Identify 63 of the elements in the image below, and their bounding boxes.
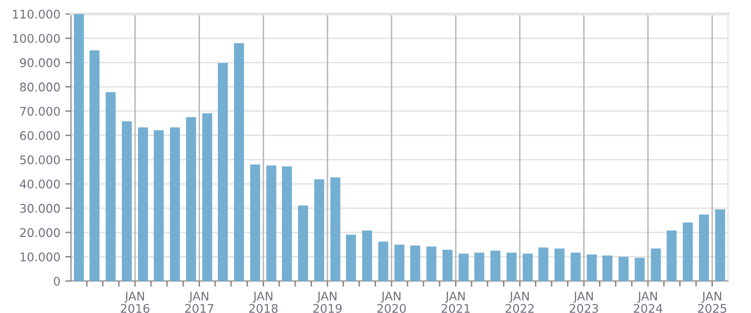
bar — [106, 92, 116, 281]
bar — [698, 214, 709, 281]
bar — [74, 14, 84, 281]
bar — [154, 130, 164, 281]
bar — [490, 250, 500, 281]
bar — [122, 121, 132, 281]
bar — [650, 248, 661, 281]
bar — [378, 242, 388, 281]
bar — [202, 113, 212, 281]
bar — [410, 246, 420, 281]
bar — [618, 256, 629, 281]
bar — [634, 258, 645, 281]
bar — [586, 254, 597, 281]
bar — [346, 234, 356, 281]
bar — [506, 252, 517, 281]
x-tick-label: JAN 2023 — [570, 292, 598, 313]
bar — [314, 179, 324, 281]
bar — [474, 252, 484, 281]
bar — [362, 230, 372, 281]
y-tick-label: 60.000 — [20, 131, 60, 140]
x-tick-label: JAN 2022 — [506, 292, 534, 313]
y-tick-label: 70.000 — [20, 106, 60, 116]
x-tick-label: JAN 2019 — [313, 292, 342, 313]
bar — [170, 127, 180, 281]
bar — [715, 209, 726, 281]
bar — [282, 166, 292, 281]
bar — [394, 244, 404, 281]
bar — [602, 256, 612, 281]
y-tick-label: 80.000 — [20, 82, 60, 92]
y-tick-label: 0 — [54, 276, 60, 286]
bar — [298, 206, 308, 281]
bar — [218, 63, 228, 281]
x-tick-label: JAN 2025 — [698, 292, 726, 313]
x-tick-label: JAN 2021 — [442, 292, 470, 313]
y-tick-label: 110.000 — [13, 10, 60, 19]
bar — [138, 127, 148, 281]
bar — [330, 177, 340, 281]
bar — [458, 254, 469, 281]
y-tick-label: 100.000 — [13, 34, 60, 43]
x-tick-label: JAN 2018 — [249, 292, 278, 313]
x-tick-label: JAN 2020 — [377, 292, 406, 313]
bar — [682, 222, 693, 281]
bar — [442, 250, 453, 281]
x-tick-label: JAN 2016 — [120, 292, 150, 313]
bar — [522, 254, 533, 281]
bar — [538, 248, 548, 281]
bar — [250, 164, 260, 281]
y-tick-label: 30.000 — [20, 204, 60, 213]
y-tick-label: 20.000 — [20, 228, 60, 238]
y-tick-label: 50.000 — [20, 155, 60, 164]
bar — [234, 43, 244, 281]
x-tick-label: JAN 2017 — [185, 292, 214, 313]
bar — [266, 165, 276, 281]
x-tick-label: JAN 2024 — [634, 292, 662, 313]
y-tick-label: 90.000 — [20, 58, 60, 68]
y-tick-label: 10.000 — [20, 252, 60, 262]
bar — [186, 117, 196, 281]
bar — [426, 246, 436, 281]
bar — [570, 252, 581, 281]
bar — [90, 50, 100, 281]
bar — [666, 230, 677, 281]
bar — [554, 248, 564, 281]
y-tick-label: 40.000 — [20, 180, 60, 189]
